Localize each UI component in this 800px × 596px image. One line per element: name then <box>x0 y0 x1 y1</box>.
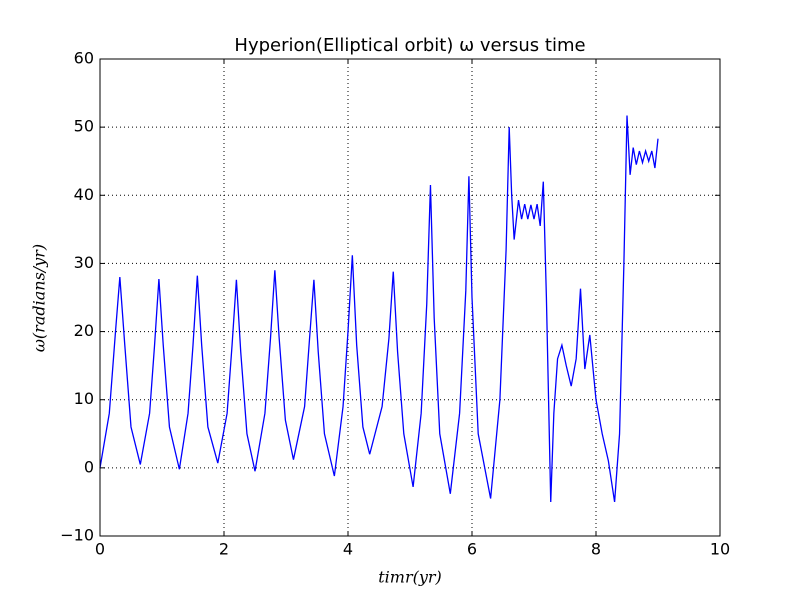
x-tick-label: 8 <box>591 540 601 559</box>
y-tick-label: 0 <box>84 457 94 476</box>
y-tick-label: 60 <box>74 49 94 68</box>
x-axis-label: timr(yr) <box>378 568 442 587</box>
data-line <box>99 115 659 503</box>
plot-frame <box>99 58 721 537</box>
y-axis-label: ω(radians/yr) <box>30 244 49 352</box>
x-tick-label: 10 <box>710 540 730 559</box>
y-tick-label: 40 <box>74 185 94 204</box>
chart-title: Hyperion(Elliptical orbit) ω versus time <box>234 35 585 56</box>
y-tick-label: 30 <box>74 253 94 272</box>
y-tick-label: 20 <box>74 321 94 340</box>
x-tick-label: 6 <box>467 540 477 559</box>
x-tick-label: 4 <box>343 540 353 559</box>
x-tick-label: 0 <box>95 540 105 559</box>
x-tick-label: 2 <box>219 540 229 559</box>
y-tick-label: 50 <box>74 117 94 136</box>
y-tick-label: 10 <box>74 389 94 408</box>
y-tick-label: −10 <box>60 526 94 545</box>
